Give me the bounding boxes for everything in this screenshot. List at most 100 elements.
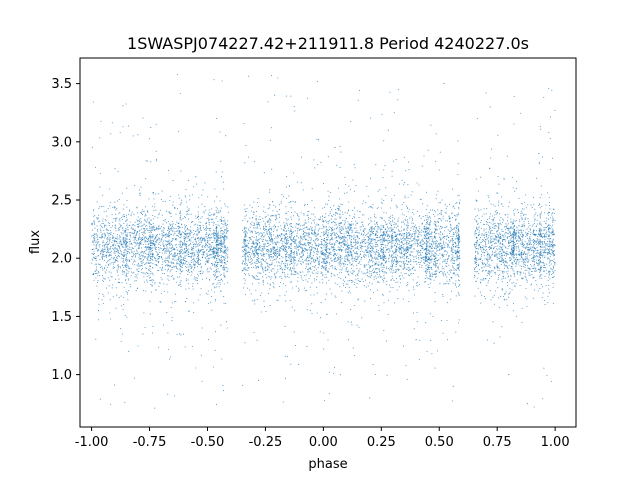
data-point bbox=[176, 221, 178, 223]
data-point bbox=[325, 236, 327, 239]
data-point bbox=[321, 267, 323, 269]
data-point bbox=[160, 277, 162, 279]
data-point bbox=[285, 241, 288, 243]
data-point bbox=[552, 260, 554, 262]
data-point bbox=[130, 215, 132, 217]
data-point bbox=[490, 222, 492, 224]
data-point bbox=[541, 277, 543, 279]
data-point bbox=[447, 245, 449, 247]
data-point bbox=[213, 200, 215, 202]
data-point bbox=[166, 312, 168, 314]
data-point bbox=[489, 213, 492, 215]
data-point bbox=[383, 250, 385, 252]
data-point bbox=[361, 245, 363, 247]
data-point bbox=[399, 246, 401, 248]
data-point bbox=[515, 226, 517, 228]
data-point bbox=[386, 226, 389, 228]
data-point bbox=[289, 243, 291, 245]
data-point bbox=[197, 262, 199, 264]
data-point bbox=[294, 271, 296, 273]
data-point bbox=[293, 250, 295, 252]
data-point bbox=[115, 287, 117, 289]
data-point bbox=[405, 248, 407, 250]
data-point bbox=[376, 248, 378, 251]
data-point bbox=[540, 213, 542, 215]
data-point bbox=[430, 254, 432, 256]
data-point bbox=[523, 246, 525, 249]
data-point bbox=[218, 239, 220, 241]
data-point bbox=[185, 260, 187, 262]
data-point bbox=[273, 268, 275, 270]
data-point bbox=[301, 278, 303, 280]
data-point bbox=[251, 266, 253, 269]
data-point bbox=[385, 187, 387, 189]
data-point bbox=[190, 260, 192, 262]
data-point bbox=[476, 226, 478, 228]
data-point bbox=[304, 248, 306, 250]
data-point bbox=[116, 255, 118, 258]
data-point bbox=[382, 176, 384, 179]
data-point bbox=[293, 331, 295, 333]
data-point bbox=[554, 254, 556, 256]
data-point bbox=[215, 269, 218, 271]
data-point bbox=[535, 259, 537, 261]
data-point bbox=[458, 244, 460, 246]
data-point bbox=[521, 257, 524, 259]
data-point bbox=[224, 223, 226, 225]
data-point bbox=[515, 180, 518, 183]
data-point bbox=[419, 198, 421, 200]
data-point bbox=[414, 226, 416, 228]
data-point bbox=[245, 255, 247, 257]
data-point bbox=[256, 221, 258, 223]
data-point bbox=[439, 151, 441, 153]
data-point bbox=[547, 240, 549, 242]
data-point bbox=[499, 246, 501, 248]
data-point bbox=[552, 265, 554, 267]
data-point bbox=[435, 270, 437, 272]
data-point bbox=[412, 225, 414, 228]
data-point bbox=[286, 268, 288, 270]
data-point bbox=[499, 269, 501, 272]
data-point bbox=[543, 270, 545, 272]
data-point bbox=[443, 240, 445, 242]
data-point bbox=[429, 242, 431, 245]
data-point bbox=[110, 255, 112, 257]
data-point bbox=[310, 238, 313, 240]
data-point bbox=[432, 276, 434, 278]
data-point bbox=[382, 271, 384, 273]
data-point bbox=[197, 226, 199, 228]
data-point bbox=[170, 269, 172, 271]
data-point bbox=[400, 237, 402, 239]
data-point bbox=[101, 234, 103, 236]
data-point bbox=[552, 242, 554, 244]
data-point bbox=[179, 264, 182, 266]
data-point bbox=[335, 222, 337, 224]
data-point bbox=[111, 225, 114, 227]
data-point bbox=[338, 187, 340, 189]
data-point bbox=[192, 283, 194, 285]
data-point bbox=[549, 255, 551, 257]
data-point bbox=[328, 249, 331, 251]
data-point bbox=[269, 288, 271, 290]
data-point bbox=[173, 231, 175, 233]
data-point bbox=[124, 229, 126, 231]
data-point bbox=[372, 251, 374, 253]
data-point bbox=[243, 228, 245, 230]
data-point bbox=[506, 250, 508, 252]
data-point bbox=[180, 235, 182, 237]
data-point bbox=[208, 249, 210, 251]
data-point bbox=[159, 244, 162, 246]
data-point bbox=[408, 238, 410, 240]
data-point bbox=[517, 253, 519, 256]
data-point bbox=[524, 218, 526, 220]
data-point bbox=[263, 271, 265, 273]
data-point bbox=[333, 259, 335, 261]
data-point bbox=[503, 260, 505, 262]
data-point bbox=[283, 262, 285, 264]
data-point bbox=[268, 217, 270, 220]
data-point bbox=[485, 232, 487, 234]
data-point bbox=[162, 324, 165, 326]
data-point bbox=[457, 212, 459, 214]
data-point bbox=[290, 216, 292, 218]
data-point bbox=[524, 275, 526, 277]
